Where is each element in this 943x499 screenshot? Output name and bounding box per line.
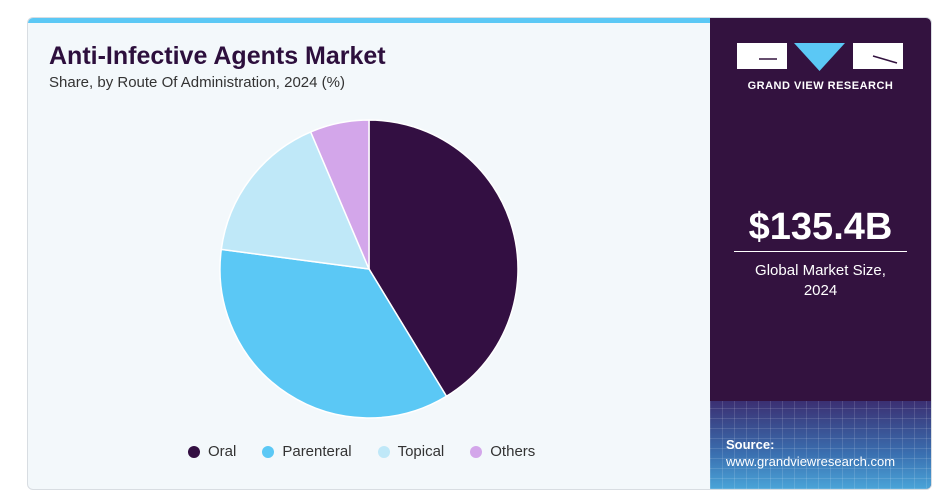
legend-label: Oral (208, 443, 237, 460)
pie-slice-oral (368, 119, 519, 398)
sidebar-panel: GRAND VIEW RESEARCH $135.4B Global Marke… (710, 18, 931, 489)
legend-label: Topical (397, 443, 445, 460)
legend-marker (262, 445, 275, 458)
legend-label: Parenteral (282, 443, 352, 460)
legend-marker (377, 445, 390, 458)
legend-item-others: Others (470, 443, 535, 460)
chart-subtitle: Share, by Route Of Administration, 2024 … (49, 74, 345, 91)
pie-slice-others (309, 119, 370, 270)
pie-chart (219, 119, 519, 419)
source-footer: Source: www.grandviewresearch.com (710, 401, 931, 489)
legend-label: Others (490, 443, 536, 460)
legend-item-oral: Oral (188, 443, 236, 460)
pie-slice-topical (220, 130, 371, 270)
market-size-label-line1: Global Market Size, (755, 262, 886, 279)
source-url[interactable]: www.grandviewresearch.com (726, 454, 896, 469)
legend-marker (470, 445, 483, 458)
grand-view-research-logo (737, 43, 903, 71)
market-size-label: Global Market Size, 2024 (710, 261, 931, 301)
accent-bar (28, 18, 710, 23)
legend-marker (188, 445, 200, 458)
market-size-value: $135.4B (748, 206, 893, 248)
source-label: Source: (726, 437, 775, 452)
legend: Oral Parenteral Topical Others (188, 443, 535, 460)
market-size-label-line2: 2024 (803, 282, 838, 299)
divider (734, 251, 907, 252)
legend-item-parenteral: Parenteral (262, 443, 352, 460)
infographic-card: Anti-Infective Agents Market Share, by R… (27, 17, 932, 490)
pie-slice-parenteral (219, 248, 448, 419)
legend-item-topical: Topical (377, 443, 445, 460)
brand-name: GRAND VIEW RESEARCH (747, 80, 894, 92)
chart-title: Anti-Infective Agents Market (49, 42, 386, 70)
